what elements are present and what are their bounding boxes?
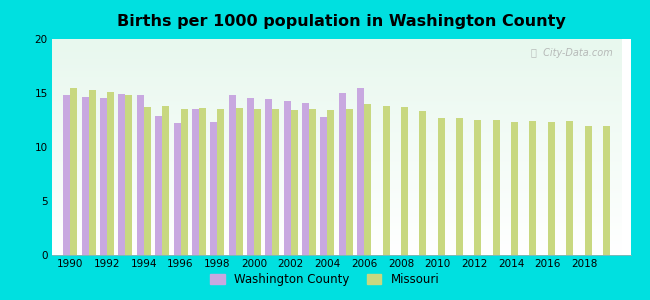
Bar [70, 88, 77, 255]
Bar [229, 95, 236, 255]
Bar [339, 93, 346, 255]
Bar [364, 104, 371, 255]
Bar [437, 118, 445, 255]
Bar [254, 109, 261, 255]
Bar [236, 108, 242, 255]
Bar [155, 116, 162, 255]
Bar [162, 106, 169, 255]
Bar [291, 110, 298, 255]
Bar [265, 100, 272, 255]
Bar [456, 118, 463, 255]
Bar [174, 123, 181, 255]
Bar [511, 122, 518, 255]
Bar [383, 106, 389, 255]
Bar [89, 90, 96, 255]
Bar [247, 98, 254, 255]
Bar [107, 92, 114, 255]
Bar [320, 117, 328, 255]
Bar [211, 122, 217, 255]
Legend: Washington County, Missouri: Washington County, Missouri [206, 269, 444, 291]
Bar [118, 94, 125, 255]
Bar [358, 88, 364, 255]
Bar [603, 127, 610, 255]
Bar [100, 98, 107, 255]
Bar [530, 121, 536, 255]
Bar [493, 120, 500, 255]
Bar [181, 109, 188, 255]
Text: ⓘ  City-Data.com: ⓘ City-Data.com [532, 48, 613, 58]
Bar [584, 127, 592, 255]
Bar [144, 107, 151, 255]
Bar [474, 120, 482, 255]
Bar [137, 95, 144, 255]
Bar [125, 95, 133, 255]
Bar [199, 108, 206, 255]
Bar [192, 109, 199, 255]
Bar [401, 107, 408, 255]
Bar [64, 95, 70, 255]
Bar [217, 109, 224, 255]
Bar [302, 103, 309, 255]
Bar [548, 122, 555, 255]
Bar [419, 111, 426, 255]
Bar [272, 109, 280, 255]
Bar [566, 121, 573, 255]
Bar [346, 109, 353, 255]
Bar [284, 100, 291, 255]
Bar [82, 97, 89, 255]
Title: Births per 1000 population in Washington County: Births per 1000 population in Washington… [117, 14, 566, 29]
Bar [328, 110, 335, 255]
Bar [309, 109, 316, 255]
